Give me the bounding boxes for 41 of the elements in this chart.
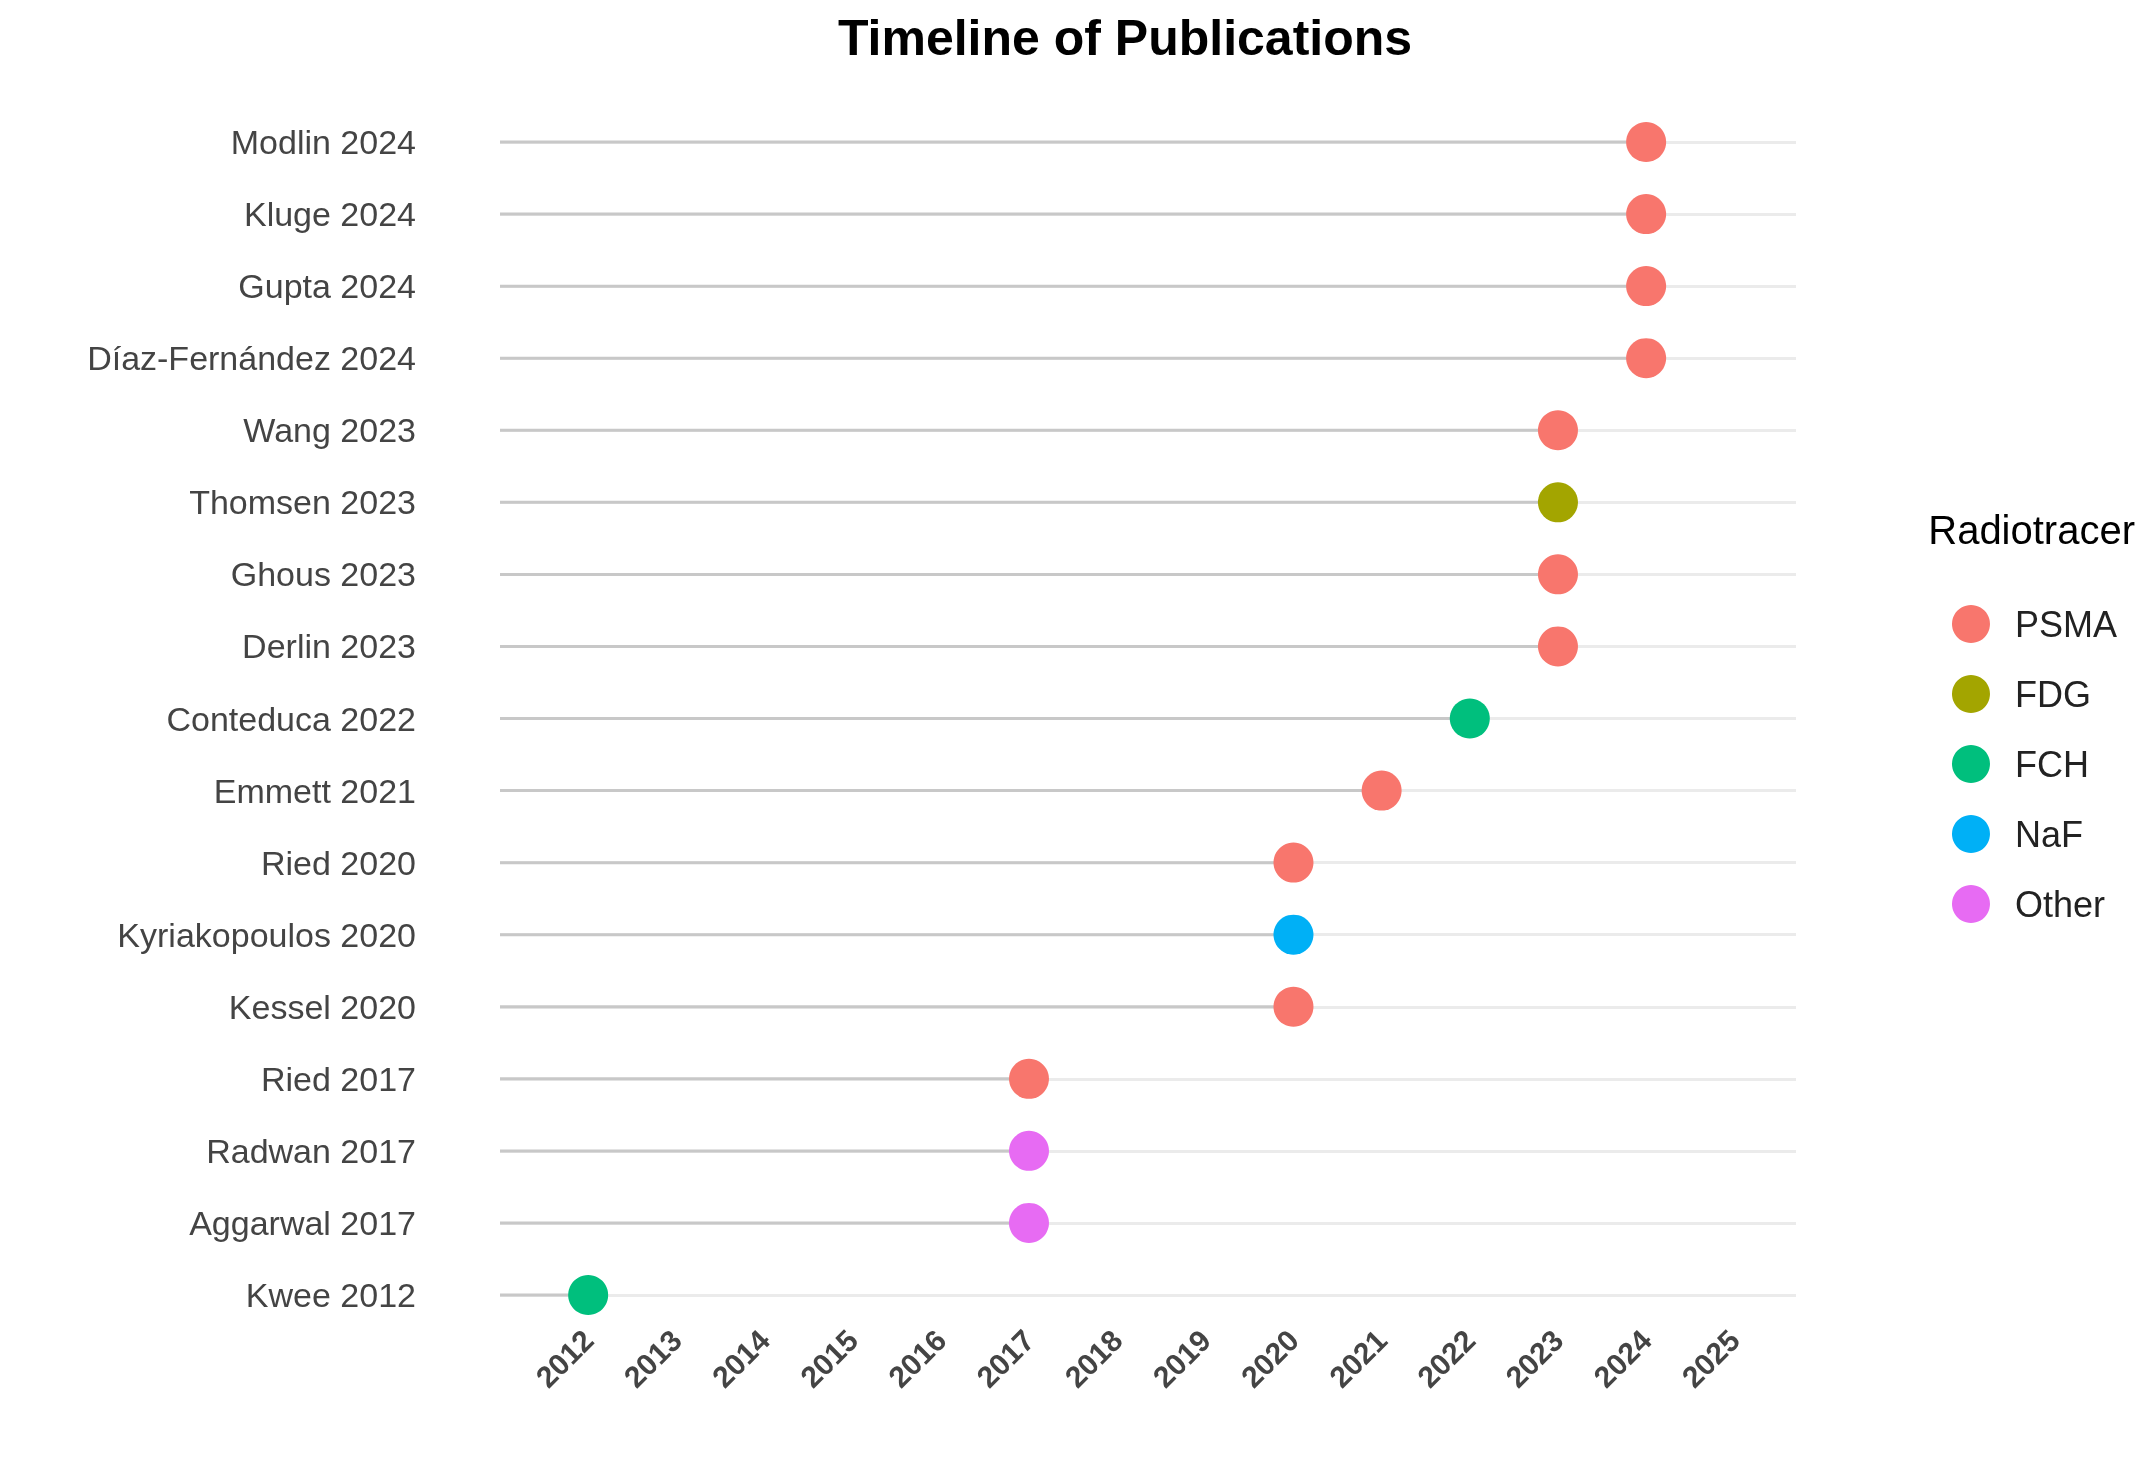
point	[1538, 554, 1578, 595]
y-tick-label: Ghous 2023	[230, 555, 416, 594]
y-tick-label: Ried 2017	[260, 1059, 416, 1098]
y-tick-label: Díaz-Fernández 2024	[87, 339, 416, 378]
point	[1626, 338, 1667, 379]
y-tick-label: Modlin 2024	[230, 123, 416, 161]
y-tick-label: Kyriakopoulos 2020	[117, 915, 416, 954]
y-tick-label: Gupta 2024	[238, 267, 416, 306]
point	[1626, 194, 1667, 235]
point	[568, 1275, 609, 1315]
point	[1273, 842, 1314, 883]
point	[1626, 122, 1667, 162]
point	[1538, 626, 1578, 667]
point	[1273, 914, 1314, 955]
point	[1626, 266, 1667, 307]
y-tick-label: Kessel 2020	[228, 987, 416, 1026]
y-tick-label: Conteduca 2022	[166, 699, 416, 738]
point	[1009, 1130, 1049, 1171]
y-tick-label: Ried 2020	[260, 843, 416, 882]
chart-title: Timeline of Publications	[837, 10, 1413, 66]
legend-label: FDG	[2014, 673, 2091, 715]
point	[1361, 770, 1402, 811]
point	[1538, 410, 1578, 451]
y-tick-label: Thomsen 2023	[189, 483, 416, 522]
legend-label: Other	[2014, 883, 2106, 925]
point	[1449, 698, 1490, 739]
y-tick-label: Kwee 2012	[245, 1276, 416, 1314]
point	[1538, 482, 1578, 523]
y-tick-label: Radwan 2017	[206, 1131, 416, 1170]
legend-label: PSMA	[2014, 603, 2118, 645]
y-tick-label: Wang 2023	[243, 411, 416, 450]
y-tick-label: Kluge 2024	[243, 195, 416, 234]
point	[1273, 986, 1314, 1027]
legend-label: FCH	[2014, 743, 2089, 785]
legend-title: Radiotracer	[1928, 508, 2136, 552]
point	[1009, 1202, 1049, 1243]
point	[1009, 1058, 1049, 1099]
y-tick-label: Aggarwal 2017	[189, 1203, 416, 1242]
legend-label: NaF	[2014, 813, 2083, 855]
y-tick-label: Emmett 2021	[213, 771, 416, 810]
y-tick-label: Derlin 2023	[242, 627, 416, 666]
